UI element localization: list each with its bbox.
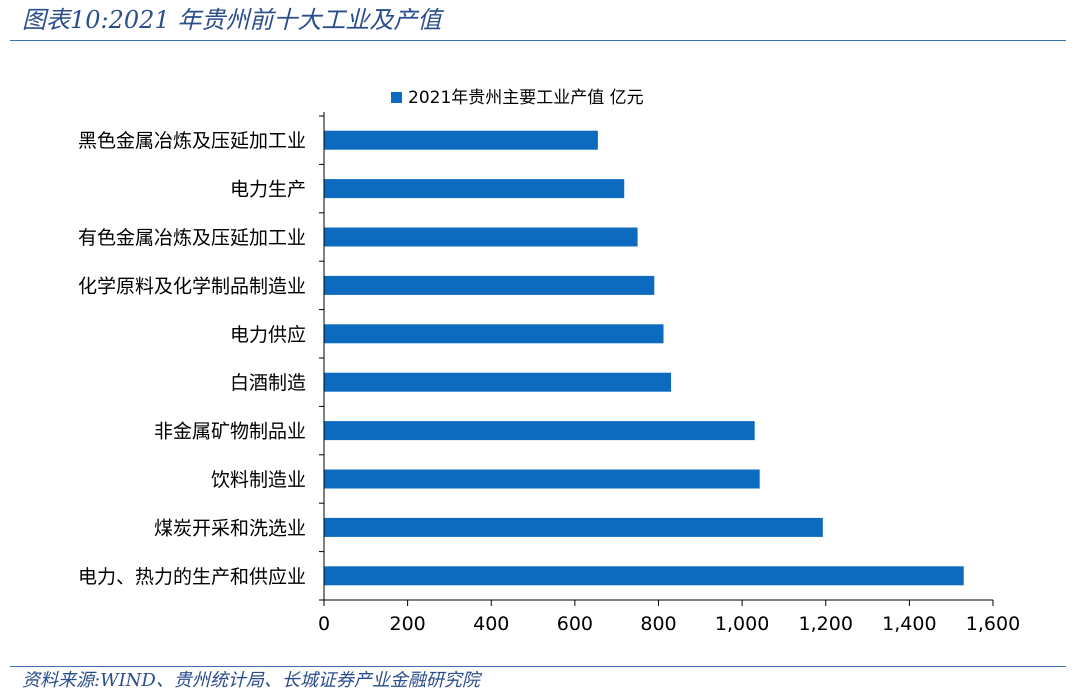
x-tick-label: 600 [557, 613, 593, 635]
x-tick-label: 200 [389, 613, 425, 635]
category-label: 非金属矿物制品业 [154, 421, 306, 443]
bar [324, 517, 823, 537]
figure-header: 图表10:2021 年贵州前十大工业及产值 [22, 4, 1062, 42]
axes [319, 112, 994, 606]
category-label: 化学原料及化学制品制造业 [78, 275, 306, 297]
footer-divider [10, 666, 1066, 667]
x-tick-label: 1,400 [882, 613, 936, 635]
header-divider [10, 40, 1066, 41]
category-label: 有色金属冶炼及压延加工业 [78, 227, 306, 249]
category-label: 黑色金属冶炼及压延加工业 [78, 130, 306, 152]
category-label: 电力、热力的生产和供应业 [78, 566, 306, 588]
bar [324, 179, 625, 199]
figure-source: 资料来源:WIND、贵州统计局、长城证券产业金融研究院 [22, 670, 480, 691]
category-label: 煤炭开采和洗选业 [154, 517, 306, 539]
bar [324, 421, 755, 441]
category-label: 电力供应 [230, 324, 306, 346]
legend-label: 2021年贵州主要工业产值 亿元 [408, 88, 644, 108]
bar [324, 372, 672, 392]
bar [324, 275, 655, 295]
bar [324, 227, 638, 247]
bar [324, 566, 964, 586]
x-tick-label: 800 [640, 613, 676, 635]
category-labels: 黑色金属冶炼及压延加工业电力生产有色金属冶炼及压延加工业化学原料及化学制品制造业… [78, 130, 306, 588]
x-tick-label: 0 [318, 613, 330, 635]
legend-swatch [391, 92, 402, 103]
x-tick-label: 1,200 [799, 613, 853, 635]
figure-title: 图表10:2021 年贵州前十大工业及产值 [22, 6, 442, 34]
x-tick-label: 1,600 [966, 613, 1020, 635]
bar [324, 469, 760, 489]
category-label: 电力生产 [230, 179, 306, 201]
category-label: 白酒制造 [230, 372, 306, 394]
bar [324, 324, 664, 344]
bars [324, 130, 964, 586]
x-tick-labels: 0 200 400 600 800 1,000 1,200 1,400 1,600 [318, 613, 1020, 635]
bar [324, 130, 598, 150]
chart-legend: 2021年贵州主要工业产值 亿元 [391, 88, 644, 108]
category-label: 饮料制造业 [211, 469, 306, 491]
x-tick-label: 1,000 [715, 613, 769, 635]
bar-chart: 2021年贵州主要工业产值 亿元 黑色金属冶炼及压延加工业电力生产有色金属冶炼及… [78, 88, 1020, 635]
x-tick-label: 400 [473, 613, 509, 635]
